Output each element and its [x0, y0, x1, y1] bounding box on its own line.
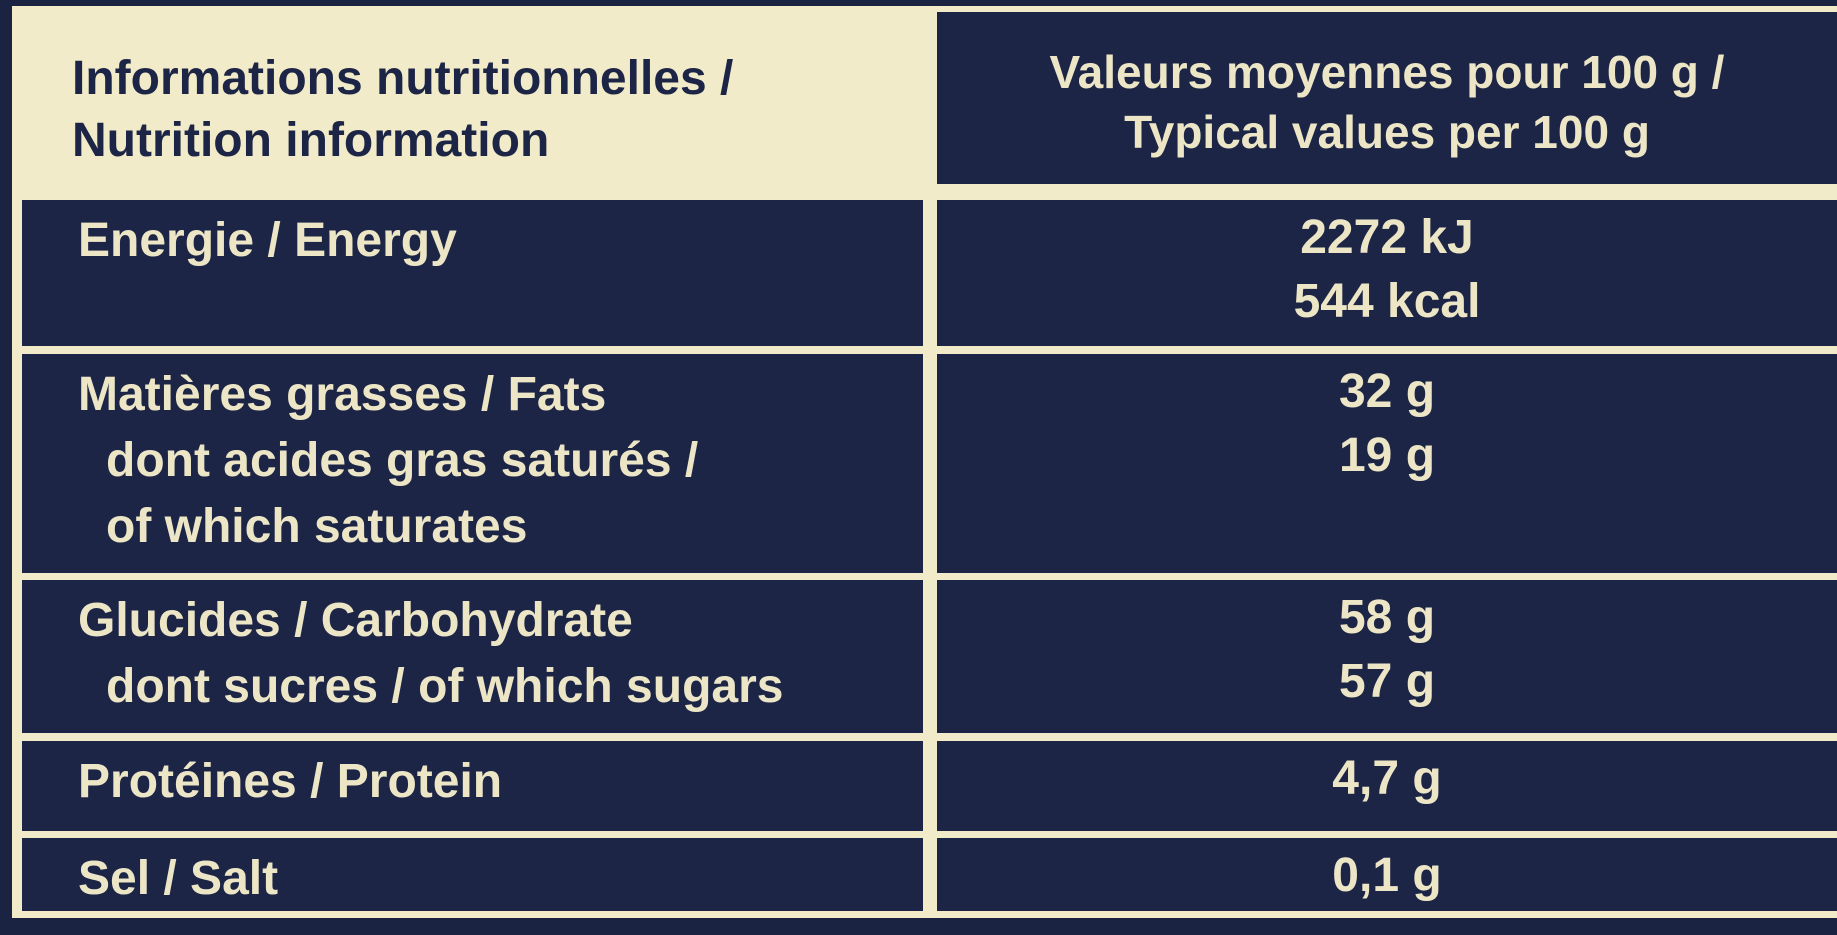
row-label: Energie / Energy — [78, 214, 457, 267]
row-value: 32 g — [1338, 365, 1436, 418]
row-label: Matières grasses / Fats — [78, 368, 607, 421]
row-value: 0,1 g — [1332, 849, 1442, 902]
row-value-cell: 32 g 19 g — [937, 354, 1837, 573]
row-label: Sel / Salt — [78, 852, 279, 905]
header-title-line: Nutrition information — [72, 114, 550, 167]
row-label-cell: Matières grasses / Fats dont acides gras … — [22, 354, 923, 573]
row-value: 4,7 g — [1332, 752, 1442, 805]
header-subtitle-line: Typical values per 100 g — [1124, 106, 1650, 158]
row-value: 57 g — [1338, 655, 1436, 708]
row-value: 19 g — [1338, 429, 1436, 482]
row-label-cell: Energie / Energy — [22, 200, 923, 346]
row-value-cell: 58 g 57 g — [937, 580, 1837, 733]
header-right: Valeurs moyennes pour 100 g / Typical va… — [937, 12, 1837, 184]
row-label: dont sucres / of which sugars — [106, 660, 784, 713]
row-label: Protéines / Protein — [78, 755, 503, 808]
row-value: 2272 kJ — [1300, 211, 1474, 264]
row-value: 544 kcal — [1293, 275, 1481, 328]
row-label: of which saturates — [106, 500, 528, 553]
row-label-cell: Sel / Salt — [22, 838, 923, 911]
row-label: Glucides / Carbohydrate — [78, 594, 633, 647]
row-value-cell: 4,7 g — [937, 741, 1837, 831]
row-label-cell: Glucides / Carbohydrate dont sucres / of … — [22, 580, 923, 733]
row-value-cell: 2272 kJ 544 kcal — [937, 200, 1837, 346]
row-value-cell: 0,1 g — [937, 838, 1837, 911]
header-left: Informations nutritionnelles / Nutrition… — [20, 12, 925, 190]
header-title-line: Informations nutritionnelles / — [72, 52, 734, 105]
row-label: dont acides gras saturés / — [106, 434, 699, 487]
row-value: 58 g — [1338, 591, 1436, 644]
header-subtitle-line: Valeurs moyennes pour 100 g / — [1049, 46, 1725, 98]
row-label-cell: Protéines / Protein — [22, 741, 923, 831]
label-frame: Informations nutritionnelles / Nutrition… — [12, 6, 1837, 918]
